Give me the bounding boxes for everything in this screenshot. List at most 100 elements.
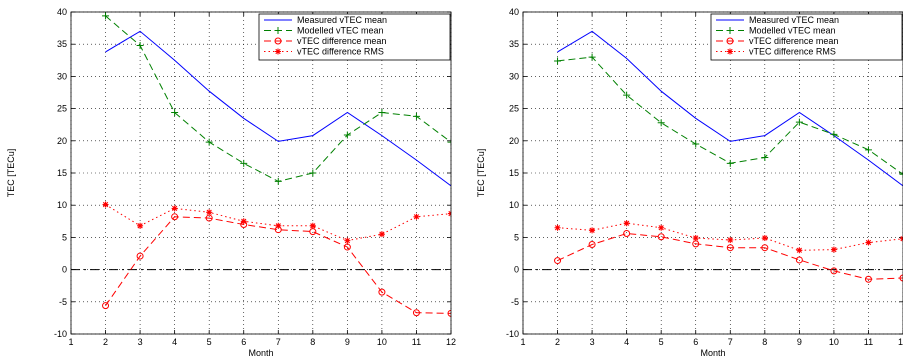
data-point-plus (692, 140, 700, 148)
y-tick-label: 0 (514, 265, 519, 275)
legend-entry-label: Modelled vTEC mean (749, 26, 836, 36)
data-point-star (378, 231, 385, 238)
y-tick-label: 25 (509, 104, 519, 114)
data-point-star (206, 209, 213, 216)
legend-entry-label: vTEC difference RMS (749, 47, 836, 57)
data-point-star (830, 246, 837, 253)
legend-entry-label: vTEC difference RMS (297, 47, 384, 57)
data-point-plus (274, 177, 282, 185)
data-point-plus (343, 131, 351, 139)
x-tick-label: 10 (377, 337, 387, 347)
legend-marker-star (275, 48, 281, 55)
y-tick-label: 35 (509, 39, 519, 49)
x-tick-label: 8 (310, 337, 315, 347)
y-tick-label: -5 (59, 297, 67, 307)
data-point-plus (378, 108, 386, 116)
data-point-star (623, 220, 630, 227)
data-point-circle (171, 213, 179, 221)
legend-marker-plus (726, 27, 734, 34)
x-tick-label: 7 (728, 337, 733, 347)
data-point-star (413, 213, 420, 220)
legend-marker-circle (274, 37, 282, 45)
data-point-circle (102, 302, 110, 310)
x-tick-label: 3 (590, 337, 595, 347)
x-tick-label: 5 (207, 337, 212, 347)
data-point-circle (795, 256, 803, 264)
data-point-star (137, 222, 144, 229)
plot-content (71, 12, 451, 317)
data-point-star (275, 222, 282, 229)
x-axis-label: Month (248, 348, 273, 358)
data-point-circle (588, 240, 596, 248)
data-point-star (761, 235, 768, 242)
data-point-plus (240, 159, 248, 167)
data-point-circle (830, 267, 838, 275)
data-point-star (554, 224, 561, 231)
legend-entry-label: Measured vTEC mean (297, 15, 387, 25)
data-point-plus (623, 91, 631, 99)
y-tick-label: 35 (57, 39, 67, 49)
data-point-star (658, 224, 665, 231)
y-tick-label: 30 (509, 71, 519, 81)
data-point-plus (309, 169, 317, 177)
legend-box (258, 13, 451, 61)
x-tick-label: 12 (898, 337, 903, 347)
x-axis-label: Month (700, 348, 725, 358)
data-point-circle (761, 244, 769, 252)
data-point-plus (726, 159, 734, 167)
data-point-circle (623, 230, 631, 238)
y-axis-label: TEC [TECu] (6, 149, 16, 198)
y-tick-label: 25 (57, 104, 67, 114)
data-point-plus (447, 138, 451, 146)
data-point-plus (657, 119, 665, 127)
data-point-star (171, 205, 178, 212)
data-point-star (692, 235, 699, 242)
data-point-plus (102, 12, 110, 20)
y-tick-label: 5 (62, 232, 67, 242)
data-point-star (589, 227, 596, 234)
legend-box (710, 13, 903, 61)
data-point-plus (795, 118, 803, 126)
data-point-plus (412, 112, 420, 120)
y-tick-label: -10 (506, 329, 519, 339)
x-tick-label: 9 (797, 337, 802, 347)
data-point-star (796, 247, 803, 254)
series-line-0 (105, 30, 451, 187)
data-point-circle (447, 309, 451, 317)
data-point-plus (588, 53, 596, 61)
data-point-plus (171, 108, 179, 116)
legend-entry-label: vTEC difference mean (297, 36, 386, 46)
data-point-circle (378, 288, 386, 296)
data-point-plus (205, 138, 213, 146)
y-tick-label: -5 (511, 297, 519, 307)
chart-panel-left: 1 2 3 4 5 6 7 8 9 10 11 12-10-50510152025303540Mont… (6, 7, 456, 358)
data-point-star (102, 201, 109, 208)
data-point-star (309, 222, 316, 229)
x-tick-label: 4 (172, 337, 177, 347)
legend-marker-star (727, 48, 733, 55)
axes-box (70, 11, 452, 335)
x-tick-label: 5 (659, 337, 664, 347)
data-point-star (727, 236, 734, 243)
data-point-plus (899, 170, 903, 178)
series-line-0 (557, 30, 903, 187)
x-tick-label: 1 (68, 337, 73, 347)
plot-content (523, 30, 903, 283)
x-tick-label: 6 (241, 337, 246, 347)
x-tick-label: 3 (138, 337, 143, 347)
legend-entry-label: Modelled vTEC mean (297, 26, 384, 36)
y-tick-label: 40 (57, 7, 67, 17)
y-tick-label: 0 (62, 265, 67, 275)
series-line-3 (557, 222, 903, 251)
data-point-plus (761, 154, 769, 162)
y-tick-label: 10 (509, 200, 519, 210)
x-tick-label: 12 (446, 337, 456, 347)
y-tick-label: 20 (57, 136, 67, 146)
data-point-circle (899, 274, 903, 282)
axes-box (522, 11, 903, 335)
data-point-circle (412, 309, 420, 317)
y-axis-label: TEC [TECu] (476, 149, 486, 198)
